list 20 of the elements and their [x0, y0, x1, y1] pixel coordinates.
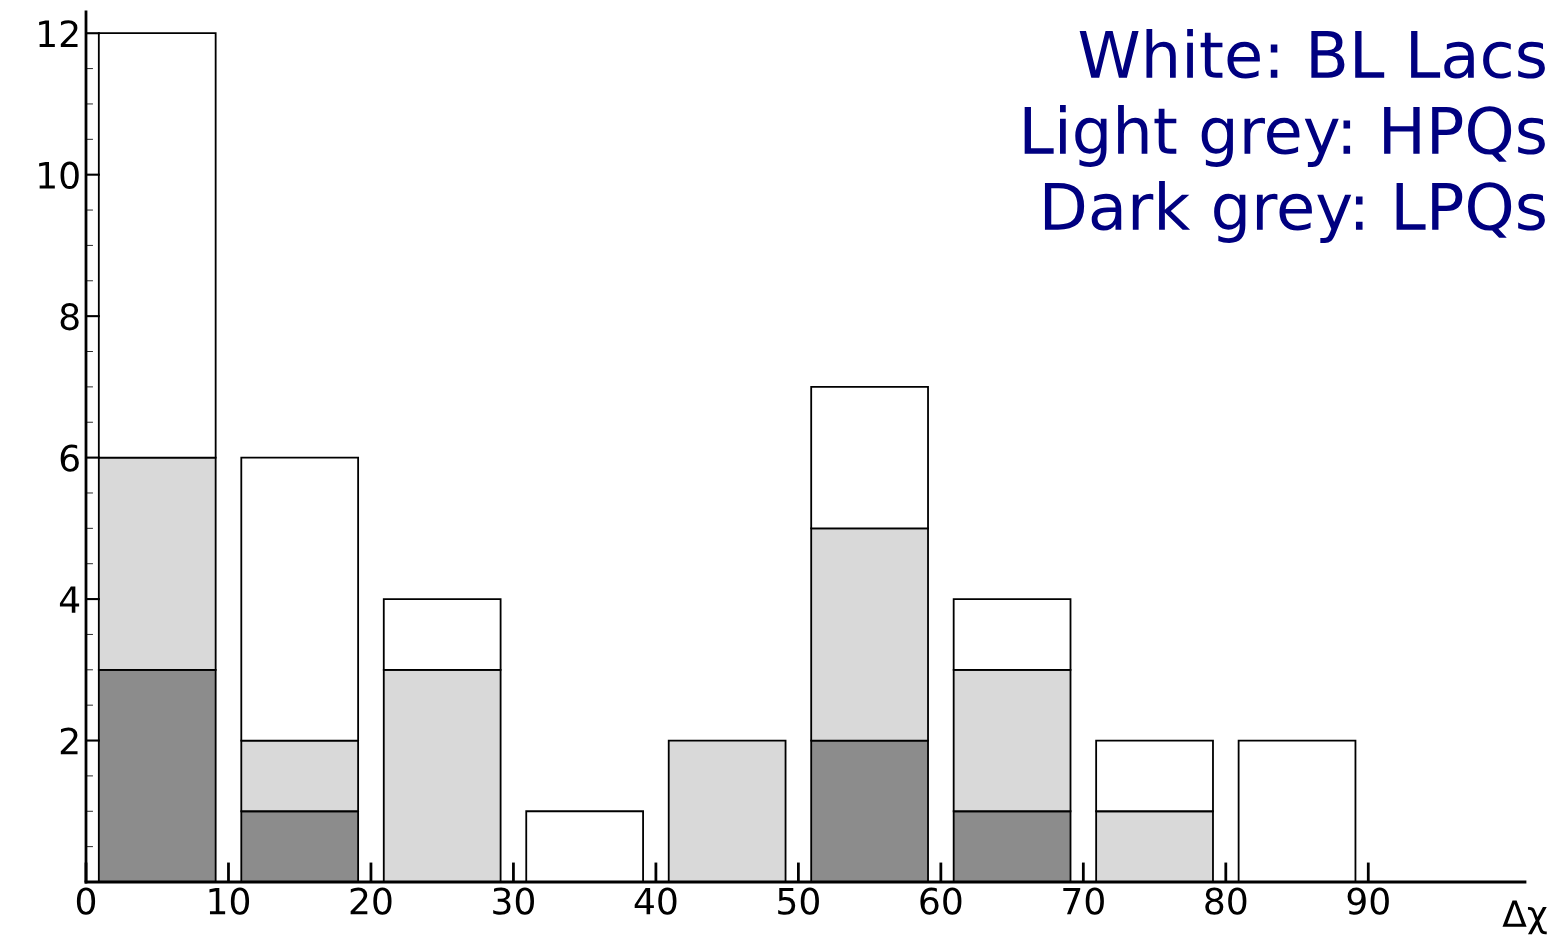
x-tick-label: 60	[920, 887, 962, 915]
x-tick-label: 30	[493, 887, 534, 915]
annotation: Dark grey: LPQs	[1044, 181, 1545, 243]
y-tick-label: 12	[39, 20, 78, 47]
x-tick-label: 80	[1205, 887, 1247, 915]
x-tick-label: 20	[350, 887, 392, 915]
y-tick-label: 2	[60, 727, 78, 755]
y-tick-label: 8	[60, 303, 79, 331]
y-tick-label: 6	[60, 444, 79, 472]
x-tick-label: 50	[778, 887, 819, 915]
x-axis-title: Δχ	[1502, 900, 1547, 935]
x-tick-label: 10	[209, 887, 250, 915]
y-tick-label: 10	[39, 161, 79, 189]
x-tick-label: 70	[1063, 887, 1104, 915]
x-tick-label: 0	[76, 887, 96, 915]
y-tick-label: 4	[59, 586, 80, 613]
x-tick-label: 40	[634, 887, 677, 915]
annotation: White: BL Lacs	[1079, 29, 1545, 79]
x-tick-label: 90	[1347, 887, 1389, 915]
annotation: Light grey: HPQs	[1024, 105, 1545, 167]
